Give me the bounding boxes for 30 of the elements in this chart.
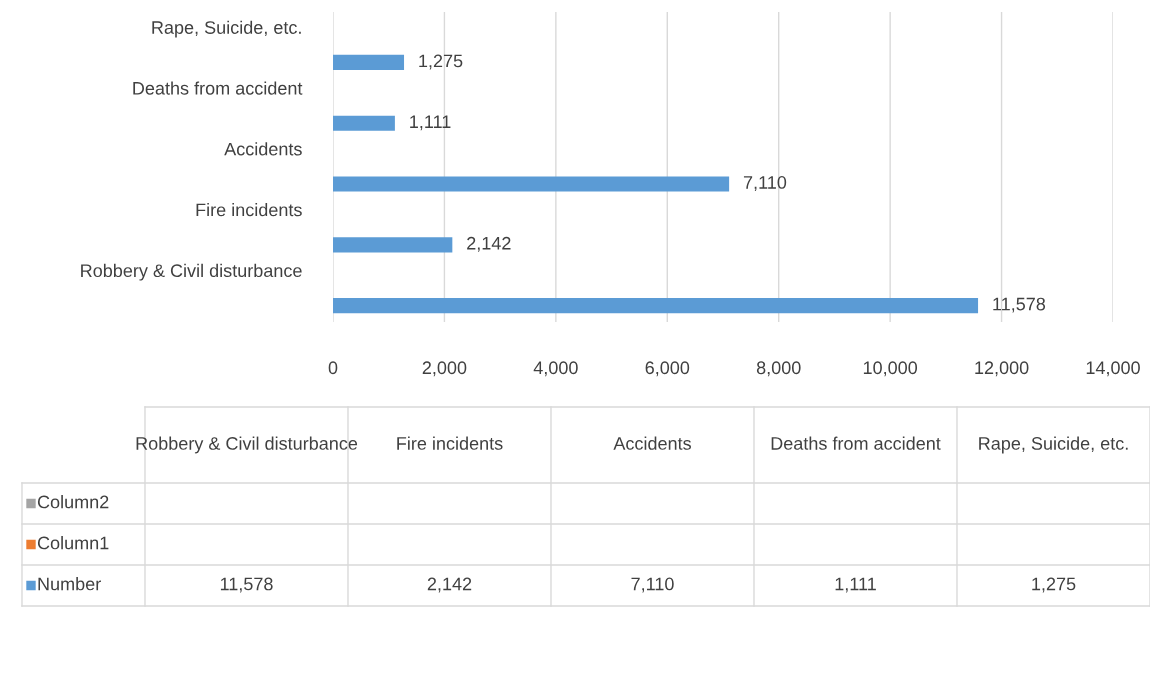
data-label: 2,142 [467,236,511,252]
x-tick-label: 8,000 [756,361,801,377]
x-tick-label: 12,000 [975,361,1029,377]
legend-label: Column1 [37,536,109,550]
y-tick-label: Fire incidents [196,203,302,217]
data-label: 11,578 [993,297,1046,313]
y-tick-label: Robbery & Civil disturbance [81,263,302,281]
x-tick-label: 10,000 [863,361,918,377]
y-tick-label: Accidents [224,142,302,156]
x-tick-label: 4,000 [533,361,578,377]
x-tick-label: 0 [328,361,338,375]
legend-label: Column2 [37,495,109,509]
category-label: Deaths from accident [771,436,941,450]
category-label: Rape, Suicide, etc. [979,436,1128,454]
text: 1,111 [835,577,876,593]
legend-label: Number [38,577,101,591]
x-tick-label: 14,000 [1086,361,1140,377]
y-tick-label: Deaths from accident [133,81,303,95]
category-label: Accidents [613,436,691,450]
category-label: Fire incidents [397,436,503,450]
text: 11,578 [220,577,273,593]
x-tick-label: 6,000 [645,361,690,377]
text: 1,275 [1032,577,1076,593]
x-tick-label: 2,000 [422,361,467,377]
y-tick-label: Rape, Suicide, etc. [152,20,301,38]
data-label: 1,275 [419,54,463,70]
data-label: 7,110 [743,176,787,191]
text: 2,142 [427,577,472,593]
data-label: 1,111 [410,115,451,131]
text: 7,110 [631,577,674,593]
